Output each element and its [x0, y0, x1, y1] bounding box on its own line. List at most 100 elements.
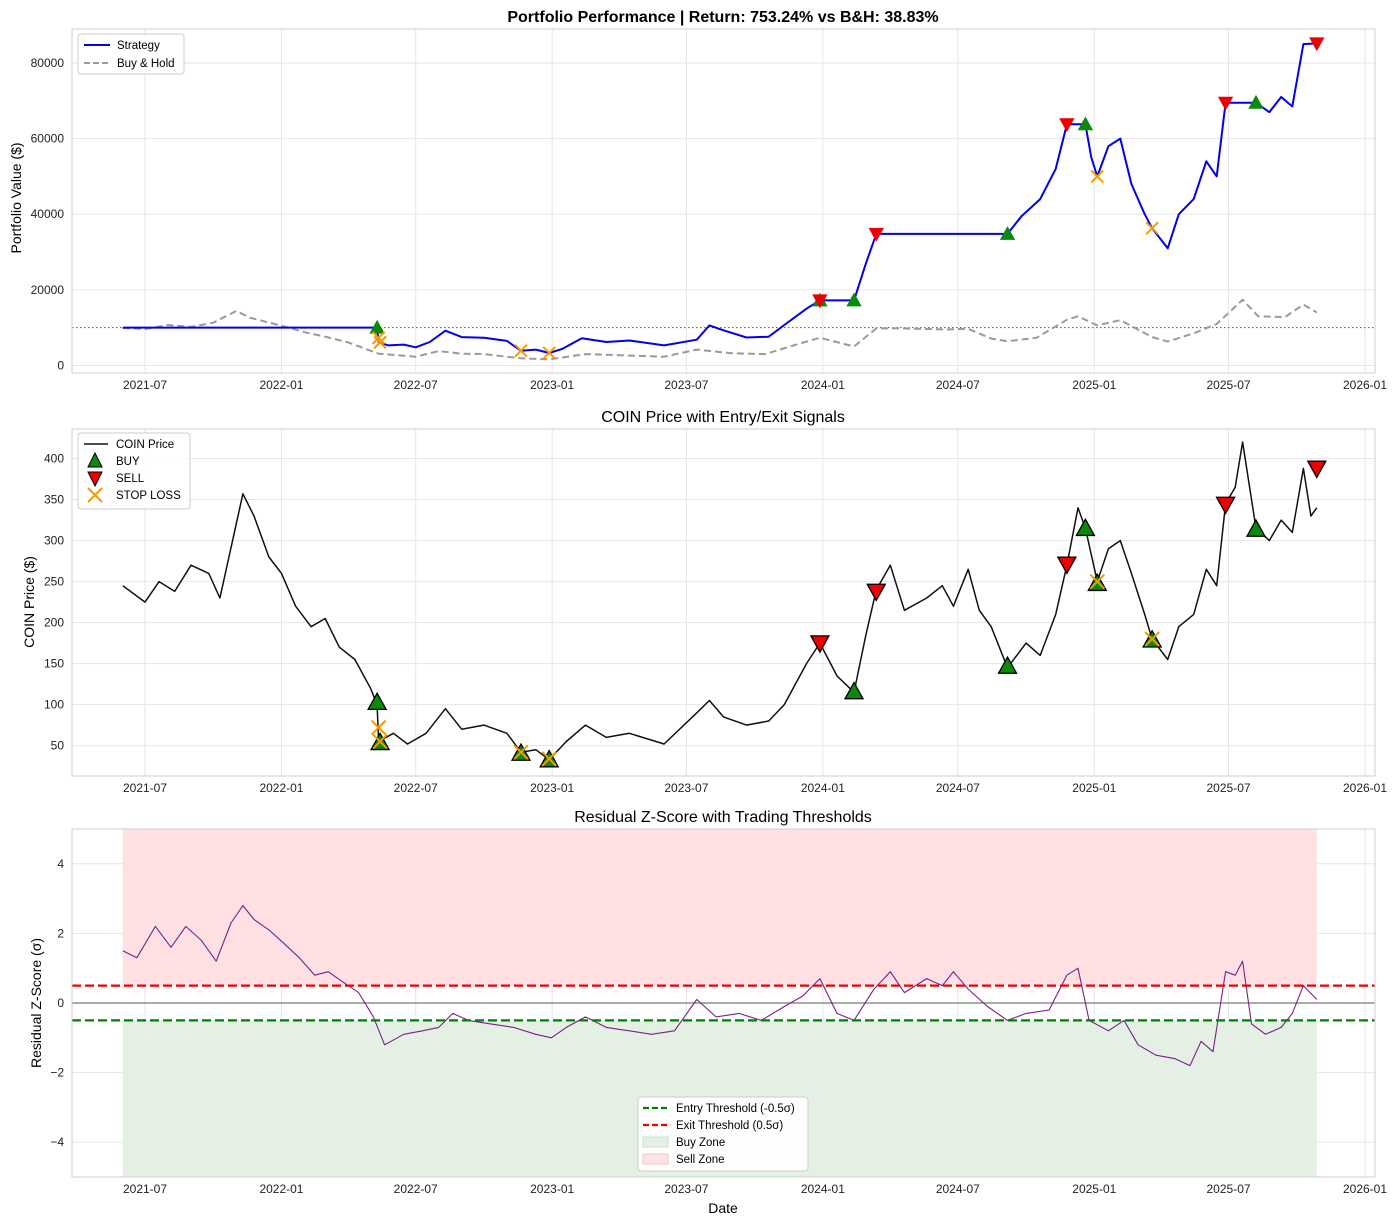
stop-loss-marker — [542, 346, 556, 360]
x-tick-label: 2022-01 — [259, 1182, 303, 1196]
zscore-title: Residual Z-Score with Trading Thresholds — [574, 809, 872, 826]
stop-loss-stroke — [541, 751, 557, 767]
legend-label: BUY — [116, 456, 140, 468]
stop-loss-marker — [513, 744, 529, 760]
buy-marker — [999, 226, 1016, 240]
coin-price-line — [122, 441, 1318, 761]
zscore-legend: Entry Threshold (-0.5σ) Exit Threshold (0… — [637, 1096, 809, 1172]
x-tick-label: 2025-01 — [1072, 781, 1116, 795]
legend-swatch — [642, 1136, 669, 1148]
x-tick-label: 2024-07 — [936, 781, 980, 795]
x-tick-label: 2025-07 — [1207, 378, 1251, 392]
residual-z-score-line — [122, 905, 1318, 1067]
coin-ylabel: COIN Price ($) — [21, 556, 37, 648]
y-tick-label: 400 — [44, 452, 64, 466]
stop-loss-stroke — [1090, 169, 1104, 184]
stop-loss-marker — [373, 335, 387, 350]
y-tick-label: −4 — [50, 1135, 64, 1149]
portfolio-plot-area — [71, 28, 1376, 374]
y-tick-label: 80000 — [31, 56, 65, 70]
portfolio-ylabel: Portfolio Value ($) — [8, 142, 24, 253]
y-tick-label: 0 — [57, 996, 64, 1010]
legend-label: Strategy — [117, 40, 160, 52]
y-tick-label: 150 — [44, 657, 64, 671]
legend-label: Sell Zone — [676, 1154, 725, 1166]
sell-marker — [812, 294, 828, 309]
x-tick-label: 2024-07 — [936, 378, 980, 392]
zscore-plot-area — [71, 828, 1376, 1178]
coin-title: COIN Price with Entry/Exit Signals — [601, 409, 845, 426]
x-tick-label: 2022-07 — [394, 1182, 438, 1196]
y-tick-label: 300 — [44, 534, 64, 548]
x-tick-label: 2024-01 — [801, 1182, 845, 1196]
legend-label: SELL — [116, 473, 145, 485]
buy-marker — [369, 319, 385, 334]
strategy-line — [122, 42, 1317, 354]
x-tick-label: 2021-07 — [123, 1182, 167, 1196]
sell-marker — [1306, 460, 1327, 479]
stop-loss-marker — [1090, 169, 1104, 184]
stop-loss-marker — [370, 719, 387, 736]
x-tick-label: 2022-01 — [259, 378, 303, 392]
buy-hold-line — [122, 298, 1318, 361]
stop-loss-marker — [371, 331, 386, 345]
coin-plot-area — [71, 428, 1376, 777]
coin-legend: COIN Price BUY SELL STOP LOSS — [77, 432, 191, 510]
y-tick-label: 0 — [57, 358, 64, 372]
y-tick-label: 100 — [44, 698, 64, 712]
x-tick-label: 2025-01 — [1072, 378, 1116, 392]
x-tick-label: 2021-07 — [123, 378, 167, 392]
x-tick-label: 2024-01 — [801, 378, 845, 392]
x-tick-label: 2023-07 — [664, 378, 708, 392]
stop-loss-marker — [372, 733, 388, 750]
legend-swatch — [87, 471, 103, 488]
x-tick-label: 2025-01 — [1072, 1182, 1116, 1196]
sell-zone-band — [122, 829, 1317, 986]
x-tick-label: 2023-07 — [664, 781, 708, 795]
x-tick-label: 2023-01 — [530, 781, 574, 795]
stop-loss-stroke — [513, 744, 529, 760]
buy-marker — [997, 655, 1018, 674]
buy-marker — [843, 681, 865, 700]
x-tick-label: 2022-01 — [259, 781, 303, 795]
y-tick-label: 60000 — [31, 132, 65, 146]
buy-marker — [1077, 116, 1094, 131]
x-tick-label: 2023-07 — [664, 1182, 708, 1196]
stop-loss-marker — [514, 343, 528, 358]
legend-label: STOP LOSS — [116, 490, 181, 502]
y-tick-label: 20000 — [31, 283, 65, 297]
portfolio-title: Portfolio Performance | Return: 753.24% … — [507, 9, 938, 26]
legend-label: COIN Price — [116, 439, 174, 451]
x-tick-label: 2023-01 — [530, 378, 574, 392]
zscore-panel: Residual Z-Score with Trading Thresholds… — [28, 809, 1387, 1216]
stop-loss-marker — [1144, 631, 1160, 647]
stop-loss-stroke — [1144, 631, 1160, 647]
x-tick-label: 2021-07 — [123, 781, 167, 795]
stop-loss-stroke — [514, 343, 528, 358]
stop-loss-stroke — [370, 719, 387, 736]
legend-label: Buy Zone — [676, 1137, 725, 1149]
legend-box — [637, 1096, 809, 1172]
legend-label: Buy & Hold — [117, 58, 175, 70]
sell-marker — [868, 227, 884, 242]
legend-label: Exit Threshold (0.5σ) — [676, 1120, 783, 1132]
sell-marker — [1215, 496, 1236, 515]
stop-loss-marker — [1145, 221, 1159, 235]
zscore-ylabel: Residual Z-Score (σ) — [28, 938, 44, 1068]
buy-marker — [1245, 518, 1267, 537]
buy-marker — [367, 691, 388, 711]
legend-swatch — [87, 487, 103, 503]
y-tick-label: 40000 — [31, 207, 65, 221]
stop-loss-marker — [541, 751, 557, 767]
stop-loss-stroke — [371, 331, 386, 345]
portfolio-panel: Portfolio Performance | Return: 753.24% … — [8, 9, 1387, 392]
sell-marker — [1217, 96, 1234, 111]
x-tick-label: 2026-01 — [1343, 781, 1387, 795]
x-tick-label: 2022-07 — [394, 378, 438, 392]
sell-marker — [866, 583, 887, 602]
x-tick-label: 2024-01 — [801, 781, 845, 795]
zscore-xlabel: Date — [708, 1200, 738, 1216]
coin-price-panel: COIN Price with Entry/Exit Signals COIN … — [21, 409, 1387, 795]
stop-loss-marker — [1089, 573, 1105, 590]
